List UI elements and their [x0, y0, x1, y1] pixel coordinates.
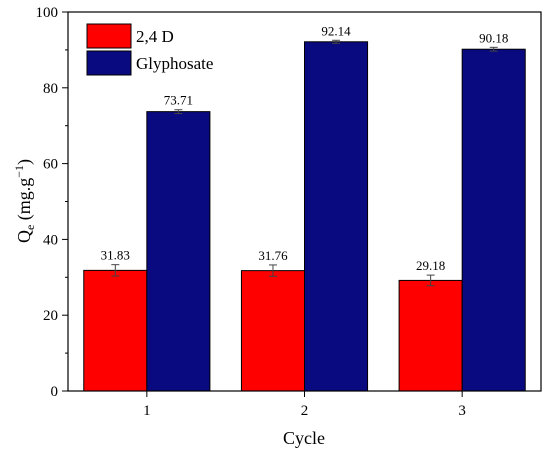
data-label-series-2-cycle-1: 73.71 — [164, 93, 193, 108]
y-axis-title-unit: (mg.g — [14, 178, 35, 225]
x-axis-title: Cycle — [283, 428, 325, 448]
legend-label-series-1: 2,4 D — [136, 27, 174, 46]
data-label-series-1-cycle-3: 29.18 — [416, 258, 445, 273]
x-tick-label-2: 2 — [301, 403, 309, 419]
bar-series-1-cycle-1 — [83, 269, 148, 392]
error-bars-layer — [111, 39, 498, 287]
y-axis-title-exponent: −1 — [12, 165, 26, 178]
error-bar-series-1-cycle-1 — [111, 264, 120, 277]
legend: 2,4 D Glyphosate — [86, 23, 213, 76]
y-axis-title-close: ) — [14, 159, 35, 165]
error-bar-series-1-cycle-2 — [268, 264, 277, 277]
bar-series-1-cycle-2 — [240, 270, 305, 392]
bar-series-2-cycle-1 — [146, 111, 211, 392]
y-axis-title-subscript: e — [23, 225, 37, 230]
bar-series-1-cycle-3 — [398, 279, 463, 392]
x-axis: 1 2 3 — [143, 391, 466, 419]
data-label-series-1-cycle-1: 31.83 — [101, 248, 130, 263]
error-bar-series-1-cycle-3 — [426, 274, 435, 287]
bar-series-2-cycle-2 — [304, 41, 369, 392]
bar-series-2-cycle-3 — [461, 48, 526, 392]
y-axis-title-main: Q — [14, 230, 34, 243]
legend-swatch-series-1 — [86, 23, 132, 49]
x-tick-label-1: 1 — [143, 403, 151, 419]
x-tick-label-3: 3 — [458, 403, 466, 419]
legend-label-series-2: Glyphosate — [136, 54, 213, 73]
y-tick-label-100: 100 — [36, 5, 59, 21]
y-tick-label-60: 60 — [43, 157, 58, 173]
y-tick-label-20: 20 — [43, 308, 58, 324]
y-axis: 0 20 40 60 80 100 — [36, 5, 68, 400]
data-labels-layer: 31.83 73.71 31.76 92.14 29.18 90.18 — [101, 23, 509, 273]
y-tick-label-40: 40 — [43, 232, 58, 248]
error-bar-series-2-cycle-1 — [174, 109, 183, 115]
data-label-series-1-cycle-2: 31.76 — [258, 248, 288, 263]
error-bar-series-2-cycle-3 — [489, 46, 498, 52]
y-tick-label-0: 0 — [51, 384, 59, 400]
error-bar-series-2-cycle-2 — [332, 39, 341, 44]
bars-layer — [83, 41, 526, 392]
legend-swatch-series-2 — [86, 50, 132, 76]
y-axis-title: Qe (mg.g−1) — [12, 159, 37, 243]
data-label-series-2-cycle-3: 90.18 — [479, 30, 508, 45]
y-tick-label-80: 80 — [43, 81, 58, 97]
data-label-series-2-cycle-2: 92.14 — [321, 23, 351, 38]
